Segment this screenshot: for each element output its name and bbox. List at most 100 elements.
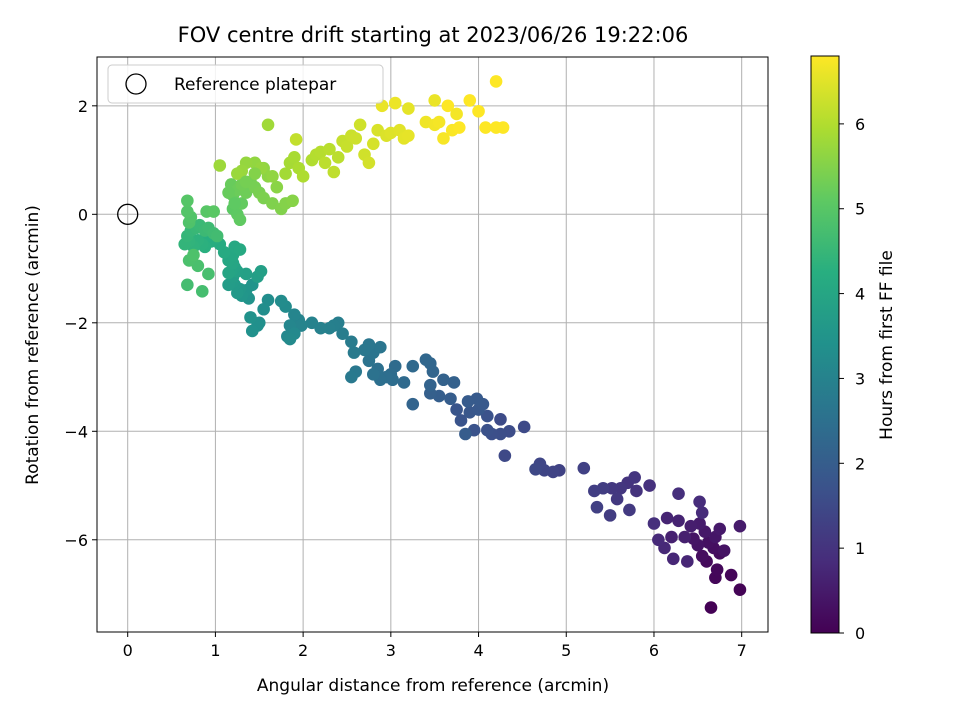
data-point	[305, 316, 319, 330]
data-point	[614, 481, 627, 495]
data-point	[494, 413, 507, 426]
x-tick-label: 3	[386, 641, 396, 660]
data-point	[424, 378, 437, 392]
plot-frame	[96, 56, 769, 633]
data-point	[295, 319, 308, 332]
data-point	[479, 121, 492, 134]
data-point	[402, 129, 415, 142]
x-tick-label: 6	[649, 641, 659, 660]
colorbar-gradient	[810, 55, 840, 634]
data-point	[296, 170, 310, 183]
data-point	[374, 340, 387, 354]
colorbar-tick-label: 1	[855, 539, 865, 558]
data-point	[245, 324, 259, 338]
data-point	[681, 555, 694, 568]
data-point	[397, 376, 411, 389]
data-point	[452, 121, 466, 134]
data-point	[349, 132, 363, 145]
data-point	[222, 186, 235, 199]
data-point	[695, 506, 709, 519]
data-point	[248, 167, 262, 180]
y-tick-label: 2	[78, 97, 88, 116]
data-point	[450, 403, 463, 416]
data-point	[353, 118, 367, 132]
legend: Reference platepar	[107, 64, 384, 104]
data-point	[327, 165, 341, 179]
data-point	[590, 500, 604, 514]
y-tick-label: 0	[78, 205, 88, 224]
data-point	[388, 96, 402, 110]
data-point	[693, 495, 706, 509]
legend-marker-icon	[125, 73, 147, 95]
colorbar-ticks: 0 1 2 3 4 5 6	[839, 115, 865, 643]
data-point	[222, 266, 235, 280]
data-point	[472, 104, 485, 118]
data-point	[181, 194, 194, 208]
y-tick-label: −2	[64, 314, 88, 333]
data-points	[178, 75, 747, 614]
data-point	[274, 294, 288, 308]
data-point	[254, 264, 268, 278]
x-axis-label: Angular distance from reference (arcmin)	[257, 676, 609, 696]
data-point	[710, 563, 724, 576]
data-point	[517, 420, 531, 434]
data-point	[270, 180, 284, 194]
data-point	[652, 533, 665, 547]
data-point	[244, 311, 257, 324]
legend-label: Reference platepar	[174, 75, 336, 95]
y-tick-label: −4	[64, 422, 88, 441]
data-point	[366, 368, 380, 381]
data-point	[289, 133, 303, 146]
x-tick-label: 4	[473, 641, 483, 660]
data-point	[362, 156, 376, 170]
data-point	[406, 359, 420, 373]
data-point	[187, 248, 200, 262]
data-point	[231, 167, 244, 180]
data-point	[228, 197, 242, 210]
colorbar-tick-label: 5	[855, 200, 865, 219]
data-point	[459, 427, 472, 441]
data-point	[288, 308, 301, 321]
data-point	[181, 205, 194, 218]
data-point	[481, 409, 494, 423]
data-point	[406, 397, 420, 411]
data-point	[678, 530, 691, 544]
data-point	[647, 517, 661, 530]
y-axis-ticks: 2 0 −2 −4 −6	[64, 97, 97, 550]
data-point	[210, 229, 224, 243]
data-point	[323, 142, 336, 156]
data-point	[181, 278, 194, 292]
data-point	[489, 75, 503, 88]
data-point	[323, 321, 336, 335]
data-point	[366, 137, 380, 151]
data-point	[402, 102, 415, 115]
legend-box	[107, 64, 384, 104]
data-point	[666, 552, 680, 566]
data-point	[450, 107, 463, 121]
data-point	[288, 151, 301, 164]
data-point	[279, 167, 292, 180]
data-point	[336, 327, 349, 340]
reference-marker	[117, 203, 139, 225]
data-point	[623, 503, 636, 517]
data-point	[724, 568, 738, 582]
data-point	[577, 461, 591, 475]
reference-platepar-marker	[117, 203, 139, 225]
data-point	[213, 159, 227, 172]
data-point	[447, 376, 461, 389]
data-point	[695, 549, 709, 563]
colorbar-tick-label: 2	[855, 454, 865, 473]
data-point	[684, 519, 698, 533]
data-point	[340, 140, 354, 153]
x-tick-label: 0	[123, 641, 133, 660]
x-axis-ticks: 0 1 2 3 4 5 6 7	[123, 632, 747, 660]
data-point	[463, 94, 477, 107]
data-point	[318, 156, 332, 170]
x-tick-label: 1	[210, 641, 220, 660]
data-point	[441, 99, 455, 113]
data-point	[588, 484, 601, 498]
x-tick-label: 7	[737, 641, 747, 660]
data-point	[494, 427, 507, 441]
